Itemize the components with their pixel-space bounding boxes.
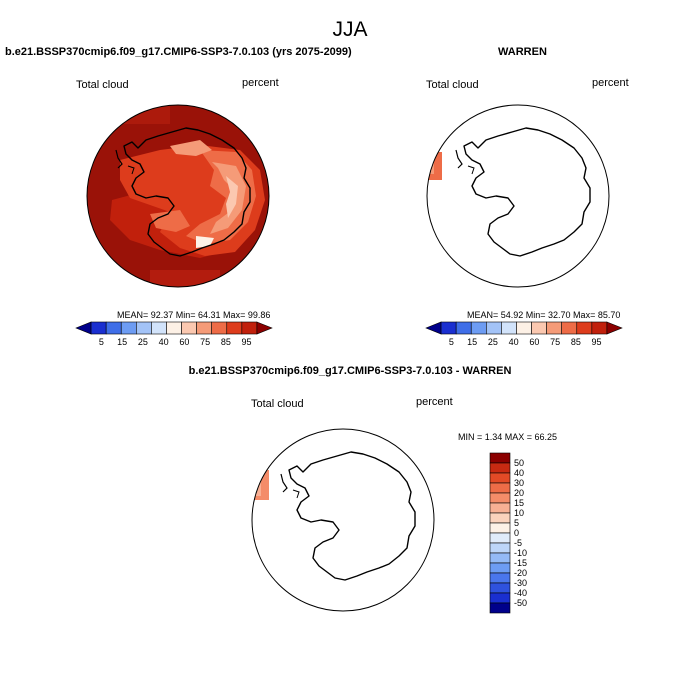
right-coastline [455, 127, 591, 257]
left-panel-title: b.e21.BSSP370cmip6.f09_g17.CMIP6-SSP3-7.… [5, 46, 352, 58]
left-colorbar-swatch [181, 321, 197, 335]
right-colorbar-swatch [531, 321, 547, 335]
diff-panel-title: b.e21.BSSP370cmip6.f09_g17.CMIP6-SSP3-7.… [188, 365, 512, 377]
left-colorbar-swatch [151, 321, 167, 335]
left-colorbar-swatch [166, 321, 182, 335]
right-colorbar-end-high [606, 321, 623, 335]
diff-colorbar-swatch [489, 552, 511, 564]
diff-colorbar-swatch [489, 572, 511, 584]
diff-colorbar-tick-label: 30 [514, 478, 524, 488]
diff-colorbar-swatch [489, 582, 511, 594]
right-colorbar-swatch [501, 321, 517, 335]
left-variable-label: Total cloud [76, 79, 129, 91]
diff-colorbar-swatch [489, 502, 511, 514]
left-colorbar-swatch [90, 321, 107, 335]
left-map-boundary [86, 104, 270, 288]
diff-map-field [252, 470, 269, 500]
left-colorbar-tick-label: 85 [221, 337, 231, 347]
left-colorbar-swatch [105, 321, 122, 335]
right-colorbar-tick-label: 40 [509, 337, 519, 347]
diff-colorbar-tick-label: 20 [514, 488, 524, 498]
right-map-boundary [426, 104, 610, 288]
right-variable-label: Total cloud [426, 79, 479, 91]
diff-colorbar-tick-label: -15 [514, 558, 527, 568]
left-colorbar-swatch [120, 321, 137, 335]
diff-colorbar-swatch [489, 512, 511, 524]
diff-colorbar-tick-label: -50 [514, 598, 527, 608]
diff-colorbar-swatch [489, 532, 511, 544]
right-colorbar-tick-label: 75 [550, 337, 560, 347]
left-colorbar-tick-label: 15 [117, 337, 127, 347]
right-colorbar-tick-label: 15 [467, 337, 477, 347]
diff-colorbar-tick-label: 15 [514, 498, 524, 508]
left-colorbar-tick-label: 5 [99, 337, 104, 347]
right-colorbar-swatch [561, 321, 578, 335]
left-colorbar-tick-label: 75 [200, 337, 210, 347]
right-colorbar: 5 15 25 40 60 75 85 95 [425, 321, 623, 347]
right-colorbar-swatch [470, 321, 487, 335]
left-colorbar-tick-label: 25 [138, 337, 148, 347]
diff-coastline [280, 451, 416, 581]
left-colorbar-end-high [256, 321, 273, 335]
right-colorbar-tick-label: 60 [529, 337, 539, 347]
left-colorbar-swatch [241, 321, 258, 335]
left-stats: MEAN= 92.37 Min= 64.31 Max= 99.86 [117, 310, 271, 320]
diff-colorbar-tick-label: 10 [514, 508, 524, 518]
right-colorbar-tick-label: 25 [488, 337, 498, 347]
diff-colorbar-tick-label: -20 [514, 568, 527, 578]
right-colorbar-tick-label: 85 [571, 337, 581, 347]
diff-colorbar-tick-label: 50 [514, 458, 524, 468]
right-stats: MEAN= 54.92 Min= 32.70 Max= 85.70 [467, 310, 621, 320]
diff-colorbar-swatch [489, 462, 511, 474]
left-colorbar: 5 15 25 40 60 75 85 95 [75, 321, 273, 347]
right-colorbar-swatch [591, 321, 608, 335]
diff-colorbar-swatch [489, 562, 511, 574]
diff-colorbar-swatch [489, 492, 511, 504]
left-colorbar-swatch [196, 321, 212, 335]
left-map-field [87, 105, 269, 287]
diff-stats: MIN = 1.34 MAX = 66.25 [458, 432, 558, 442]
right-map-field [427, 152, 442, 180]
left-colorbar-swatch [226, 321, 243, 335]
diff-colorbar-tick-label: -5 [514, 538, 522, 548]
diff-colorbar-swatch [489, 452, 511, 464]
left-colorbar-swatch [136, 321, 152, 335]
diff-colorbar-tick-label: -30 [514, 578, 527, 588]
diff-colorbar-tick-label: 40 [514, 468, 524, 478]
left-colorbar-tick-label: 40 [159, 337, 169, 347]
left-colorbar-tick-label: 95 [242, 337, 252, 347]
right-units-label: percent [592, 77, 629, 89]
right-colorbar-swatch [440, 321, 457, 335]
diff-variable-label: Total cloud [251, 398, 304, 410]
diff-colorbar-swatch [489, 472, 511, 484]
diff-colorbar-swatch [489, 602, 511, 614]
right-colorbar-tick-label: 5 [449, 337, 454, 347]
left-colorbar-tick-label: 60 [179, 337, 189, 347]
diff-colorbar-swatch [489, 482, 511, 494]
right-colorbar-tick-label: 95 [592, 337, 602, 347]
diff-map-boundary [251, 428, 435, 612]
page-title: JJA [332, 18, 368, 41]
right-colorbar-swatch [576, 321, 593, 335]
left-colorbar-swatch [211, 321, 228, 335]
right-panel-title: WARREN [498, 46, 547, 58]
right-colorbar-swatch [486, 321, 502, 335]
diff-colorbar-swatch [489, 542, 511, 554]
diff-colorbar-tick-label: 5 [514, 518, 519, 528]
right-colorbar-swatch [546, 321, 562, 335]
right-colorbar-swatch [516, 321, 532, 335]
left-units-label: percent [242, 77, 279, 89]
diff-colorbar-tick-label: 0 [514, 528, 519, 538]
right-colorbar-end-low [425, 321, 442, 335]
diff-colorbar-tick-label: -40 [514, 588, 527, 598]
diff-colorbar-swatch [489, 522, 511, 534]
left-colorbar-end-low [75, 321, 92, 335]
right-colorbar-swatch [455, 321, 472, 335]
diff-units-label: percent [416, 396, 453, 408]
diff-colorbar-tick-label: -10 [514, 548, 527, 558]
diff-colorbar-swatch [489, 592, 511, 604]
